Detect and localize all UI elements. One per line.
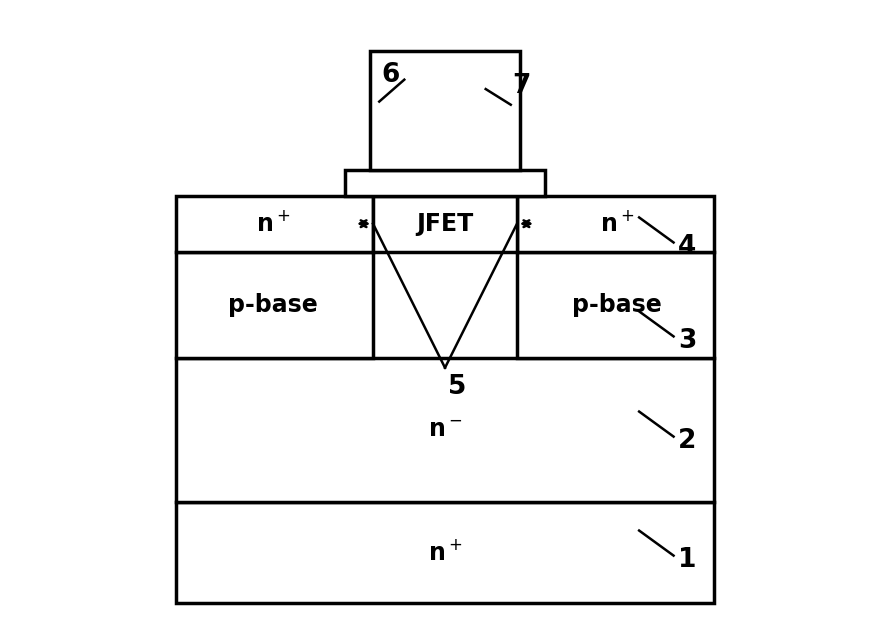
Bar [373,196,517,252]
Text: n$^-$: n$^-$ [428,418,462,442]
Text: JFET: JFET [417,212,473,236]
Text: n$^+$: n$^+$ [600,211,635,237]
Text: 1: 1 [678,547,697,573]
Text: n$^+$: n$^+$ [428,540,462,565]
Bar [517,252,715,359]
Bar [175,196,373,252]
Text: p-base: p-base [228,293,318,317]
Text: 4: 4 [678,234,696,260]
Bar [344,170,546,196]
Text: p-base: p-base [572,293,662,317]
Text: n$^+$: n$^+$ [255,211,290,237]
Bar [370,52,520,170]
Text: 2: 2 [678,428,696,454]
Text: 6: 6 [381,62,400,87]
Text: 5: 5 [449,374,466,400]
Bar [175,359,715,503]
Bar [175,503,715,603]
Text: 3: 3 [678,328,696,353]
Text: 7: 7 [513,73,531,99]
Bar [175,252,373,359]
Bar [517,196,715,252]
